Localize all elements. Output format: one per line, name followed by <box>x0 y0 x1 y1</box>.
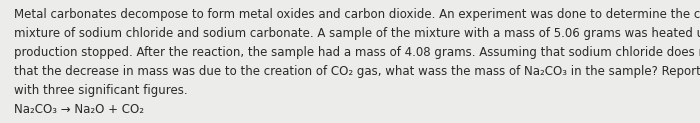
Text: production stopped. After the reaction, the sample had a mass of 4.08 grams. Ass: production stopped. After the reaction, … <box>14 46 700 59</box>
Text: Na₂CO₃ → Na₂O + CO₂: Na₂CO₃ → Na₂O + CO₂ <box>14 103 144 116</box>
Text: Metal carbonates decompose to form metal oxides and carbon dioxide. An experimen: Metal carbonates decompose to form metal… <box>14 8 700 21</box>
Text: that the decrease in mass was due to the creation of CO₂ gas, what wass the mass: that the decrease in mass was due to the… <box>14 65 700 78</box>
Text: with three significant figures.: with three significant figures. <box>14 84 188 97</box>
Text: mixture of sodium chloride and sodium carbonate. A sample of the mixture with a : mixture of sodium chloride and sodium ca… <box>14 27 700 40</box>
